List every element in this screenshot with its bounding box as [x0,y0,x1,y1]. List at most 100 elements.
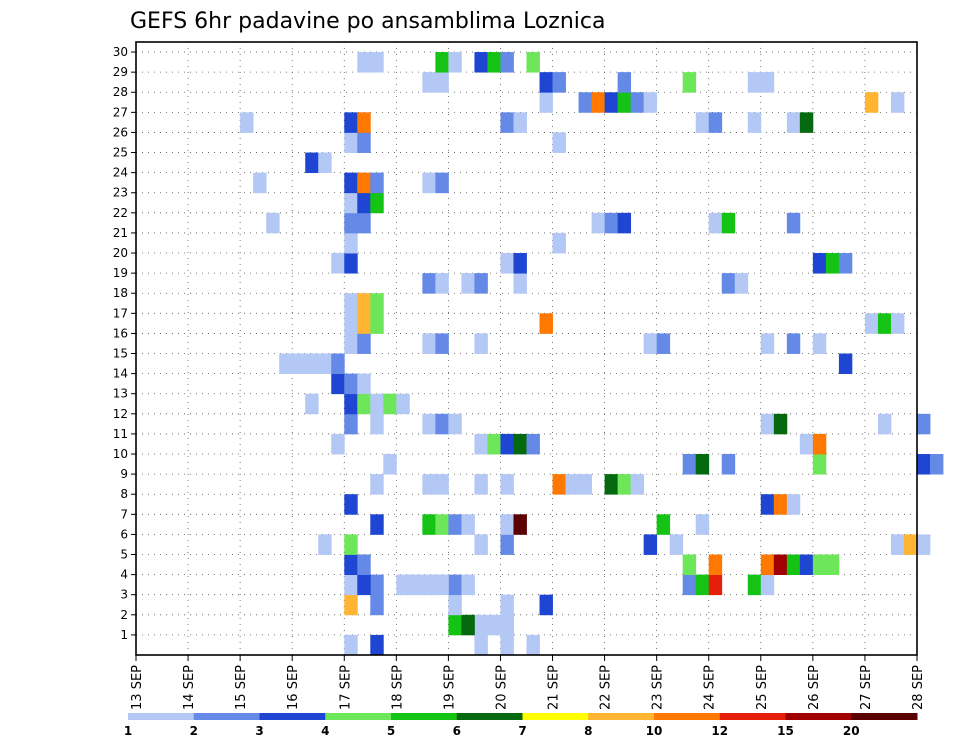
precip-cell [370,474,384,495]
precip-cell [422,514,436,535]
precip-cell [344,333,358,354]
y-tick-label: 9 [120,467,128,481]
precip-cell [461,514,475,535]
y-tick-label: 28 [113,85,128,99]
precip-cell [591,212,605,234]
precip-cell [344,172,358,194]
x-tick-label: 23 SEP [651,665,666,710]
legend-label: 15 [777,724,794,738]
precip-cell [448,413,462,435]
precip-cell [240,112,254,133]
precip-cell [617,72,632,93]
legend-swatch [259,713,326,720]
precip-cell [513,273,527,294]
plot-frame [135,41,918,656]
y-tick-label: 16 [113,326,128,340]
precip-cell [708,212,723,234]
precip-cell [890,92,905,113]
precip-cell [344,393,358,415]
precip-cell [721,454,736,475]
legend-label: 6 [453,724,461,738]
precip-cell [344,634,358,656]
precip-cell [786,112,801,133]
precip-cell [474,474,488,495]
y-tick-label: 18 [113,286,128,300]
precip-cell [812,253,827,274]
y-tick-label: 21 [113,226,128,240]
precip-cell [552,72,566,93]
legend-swatch [785,713,852,720]
precip-cell [370,192,384,214]
precip-cell [357,393,371,415]
precip-cell [383,454,397,475]
precip-cell [890,313,905,334]
precip-cell [305,152,319,174]
legend-swatch [719,713,786,720]
precip-cell [435,413,449,435]
precip-cell [682,72,697,93]
precip-cell [370,393,384,415]
precip-cell [370,313,384,334]
precip-cell [917,454,931,475]
precip-cell [461,574,475,596]
precip-cell [331,353,345,375]
precip-cell [383,393,397,415]
precip-cell [370,293,384,314]
precip-cell [370,172,384,194]
precip-cell [526,433,540,455]
precip-cell [344,594,358,616]
precip-cell [890,534,905,555]
precip-cell [500,112,514,133]
legend-swatch [128,713,195,720]
precip-cell [344,112,358,133]
precip-cell [747,574,762,596]
precip-cell [786,212,801,234]
precip-cell [708,112,723,133]
precip-cell [513,112,527,133]
precip-cell [513,433,527,455]
precip-cell [669,534,684,555]
precip-cell [903,534,918,555]
precip-cell [422,474,436,495]
legend-swatch [325,713,392,720]
precip-cell [682,554,697,576]
precip-cell [435,52,449,73]
legend-label: 3 [255,724,263,738]
precip-cell [435,72,449,93]
y-tick-label: 26 [113,125,128,139]
precip-cell [825,253,840,274]
precip-cell [461,614,475,636]
precip-cell [344,534,358,555]
x-tick-label: 27 SEP [859,665,874,710]
precip-cell [435,514,449,535]
precip-cell [370,594,384,616]
precip-cell [396,393,410,415]
precip-cell [604,92,619,113]
legend-label: 12 [711,724,728,738]
x-tick-label: 22 SEP [599,665,614,710]
precip-cell [422,72,436,93]
precip-cell [864,313,879,334]
precip-cell [461,273,475,294]
precip-cell [747,72,762,93]
y-tick-label: 29 [113,65,128,79]
legend-label: 8 [584,724,592,738]
precip-cell [786,333,801,354]
precip-cell [422,172,436,194]
x-tick-label: 13 SEP [130,665,145,710]
precip-cell [695,112,710,133]
precip-cell [318,353,332,375]
precip-cell [838,353,853,375]
precip-cell [617,92,632,113]
precip-cell [500,433,514,455]
y-tick-label: 24 [113,166,128,180]
precip-cell [825,554,840,576]
precip-cell [370,52,384,73]
x-axis: 13 SEP 14 SEP 15 SEP 16 SEP 17 SEP 18 SEP 19 S… [130,655,926,710]
precip-cell [448,514,462,535]
chart-title: GEFS 6hr padavine po ansamblima Loznica [130,9,605,34]
y-tick-label: 3 [120,588,128,602]
precip-cell [344,373,358,395]
x-tick-label: 24 SEP [703,665,718,710]
precip-cell [500,534,514,555]
